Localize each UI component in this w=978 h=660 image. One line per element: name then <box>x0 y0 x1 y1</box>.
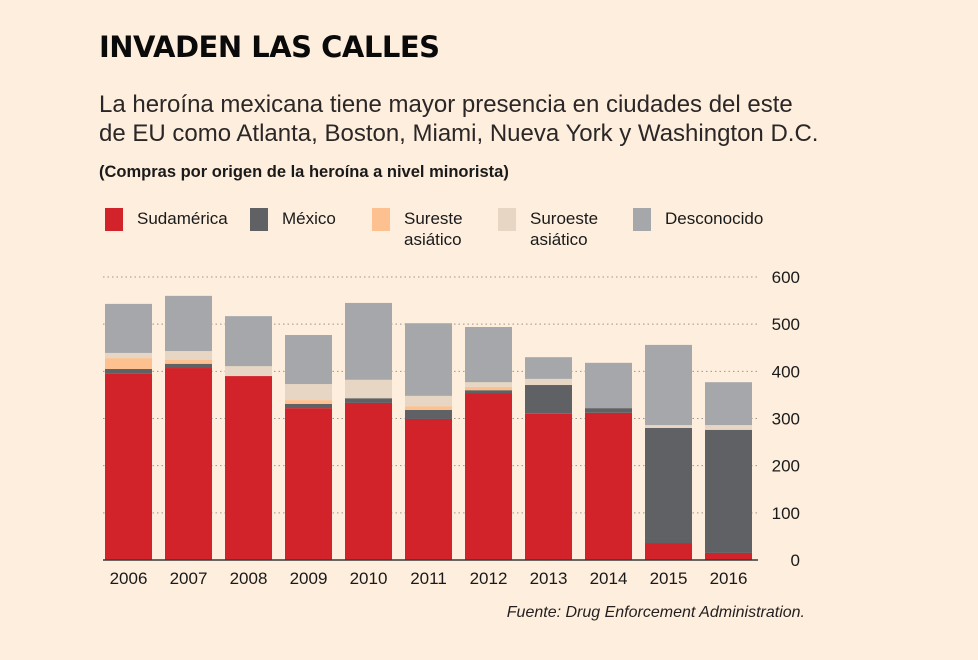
y-tick-label: 100 <box>772 504 800 523</box>
y-tick-label: 500 <box>772 315 800 334</box>
x-tick-label: 2010 <box>350 569 388 588</box>
x-tick-label: 2015 <box>650 569 688 588</box>
x-tick-label: 2006 <box>110 569 148 588</box>
legend-label: Desconocido <box>665 209 764 228</box>
legend-item-sureste-asiatico: Sureste asiático <box>372 208 463 250</box>
bar-segment <box>585 362 632 409</box>
y-tick-label: 0 <box>791 551 800 570</box>
bar-segment <box>465 393 512 560</box>
chart-note: (Compras por origen de la heroína a nive… <box>99 163 509 181</box>
legend-swatch-mexico <box>250 208 268 231</box>
bar-segment <box>405 323 452 396</box>
bar-segment <box>645 427 692 544</box>
bar-segment <box>285 384 332 401</box>
bar-segment <box>285 400 332 404</box>
bar-segment <box>285 403 332 409</box>
bar-segment <box>105 358 152 369</box>
x-tick-label: 2012 <box>470 569 508 588</box>
legend-item-mexico: México <box>250 208 336 231</box>
bar-segment <box>585 412 632 560</box>
bar-segment <box>345 302 392 380</box>
x-tick-label: 2013 <box>530 569 568 588</box>
legend: Sudamérica México Sureste asiático Suroe… <box>105 208 805 258</box>
bar-segment <box>165 368 212 560</box>
bar-segment <box>645 543 692 560</box>
x-tick-label: 2008 <box>230 569 268 588</box>
legend-swatch-desconocido <box>633 208 651 231</box>
bar-segment <box>105 368 152 374</box>
chart-subtitle: La heroína mexicana tiene mayor presenci… <box>99 91 819 147</box>
bar-segment <box>285 408 332 560</box>
bar-segment <box>645 344 692 426</box>
bar-segment <box>285 335 332 385</box>
bar-segment <box>405 418 452 560</box>
legend-label: Sureste asiático <box>404 209 463 249</box>
bar-segment <box>345 379 392 399</box>
bar-segment <box>405 395 452 407</box>
x-tick-label: 2014 <box>590 569 628 588</box>
bar-segment <box>345 402 392 560</box>
legend-label: Suroeste asiático <box>530 209 599 249</box>
bar-segment <box>585 408 632 413</box>
bar-segment <box>225 376 272 560</box>
bar-segment <box>405 410 452 419</box>
legend-item-desconocido: Desconocido <box>633 208 763 231</box>
x-axis-ticks: 2006 2007 2008 2009 2010 2011 2012 2013 2014 2015… <box>110 569 748 588</box>
x-tick-label: 2016 <box>710 569 748 588</box>
x-tick-label: 2011 <box>410 569 447 588</box>
bar-segment <box>465 382 512 387</box>
y-tick-label: 400 <box>772 362 800 381</box>
legend-label: México <box>282 209 336 228</box>
bar-segment <box>525 413 572 560</box>
bar-segment <box>105 373 152 560</box>
legend-label: Sudamérica <box>137 209 228 228</box>
y-tick-label: 600 <box>772 268 800 287</box>
legend-item-suroeste-asiatico: Suroeste asiático <box>498 208 598 250</box>
bar-segment <box>165 360 212 364</box>
bar-segment <box>465 386 512 391</box>
bar-segment <box>225 316 272 367</box>
bar-segment <box>525 385 572 414</box>
legend-swatch-suroeste-asiatico <box>498 208 516 231</box>
bar-segment <box>705 425 752 430</box>
bar-segment <box>525 357 572 379</box>
x-tick-label: 2007 <box>170 569 208 588</box>
bar-segment <box>645 425 692 428</box>
legend-item-sudamerica: Sudamérica <box>105 208 228 231</box>
bar-segment <box>705 552 752 560</box>
bar-segment <box>225 366 272 377</box>
y-tick-label: 200 <box>772 457 800 476</box>
bar-segment <box>105 352 152 359</box>
bar-segment <box>705 429 752 553</box>
bar-segment <box>405 406 452 411</box>
y-tick-label: 300 <box>772 410 800 429</box>
bar-segment <box>525 378 572 386</box>
legend-swatch-sudamerica <box>105 208 123 231</box>
bar-segment <box>345 398 392 403</box>
bar-segment <box>105 303 152 353</box>
bar-segment <box>165 295 212 352</box>
bar-segment <box>705 382 752 426</box>
y-axis-ticks: 0 100 200 300 400 500 600 <box>772 268 800 570</box>
source-note: Fuente: Drug Enforcement Administration. <box>506 604 805 621</box>
bar-segment <box>165 363 212 369</box>
bar-segment <box>465 326 512 383</box>
chart-title: INVADEN LAS CALLES <box>99 30 440 64</box>
bars <box>105 295 752 560</box>
x-tick-label: 2009 <box>290 569 328 588</box>
legend-swatch-sureste-asiatico <box>372 208 390 231</box>
bar-segment <box>165 351 212 361</box>
bar-segment <box>465 390 512 394</box>
